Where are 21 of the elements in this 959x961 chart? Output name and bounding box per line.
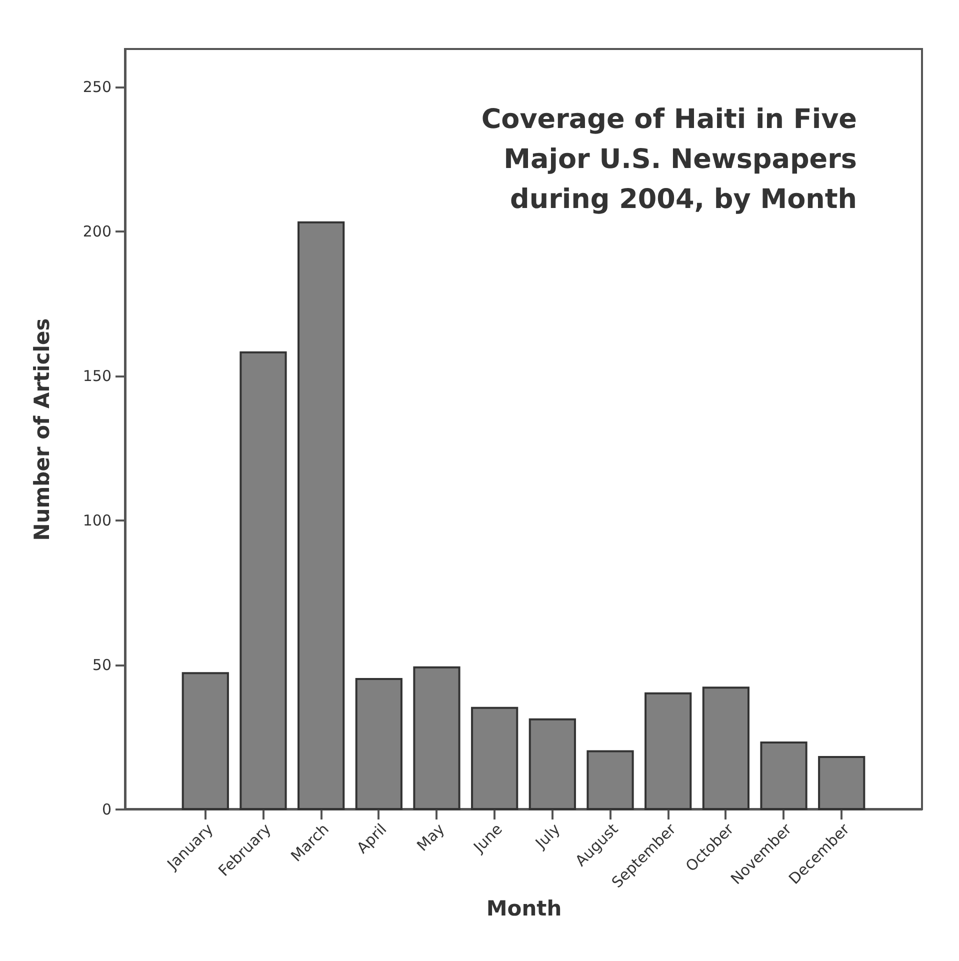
bar (240, 351, 287, 810)
bar (586, 750, 634, 810)
y-tick-label: 200 (82, 222, 112, 241)
bar (298, 221, 345, 810)
bar (528, 718, 576, 810)
y-tick-label: 50 (92, 656, 112, 674)
bar (818, 756, 866, 810)
bar (413, 666, 460, 810)
y-tick-label: 250 (82, 78, 112, 96)
bar (355, 678, 402, 810)
y-tick-label: 150 (82, 367, 112, 386)
bar (182, 672, 229, 810)
bar (644, 692, 692, 810)
y-tick-label: 100 (82, 512, 112, 530)
y-tick-label: 0 (102, 800, 112, 818)
x-axis-title: Month (486, 896, 562, 921)
text: Coverage of Haiti in Five Major U.S. Newspapers during 2004, by Month (481, 104, 857, 215)
bar (471, 706, 518, 810)
bar (702, 686, 750, 810)
y-axis-title: Number of Articles (30, 318, 54, 541)
bar (760, 742, 808, 810)
